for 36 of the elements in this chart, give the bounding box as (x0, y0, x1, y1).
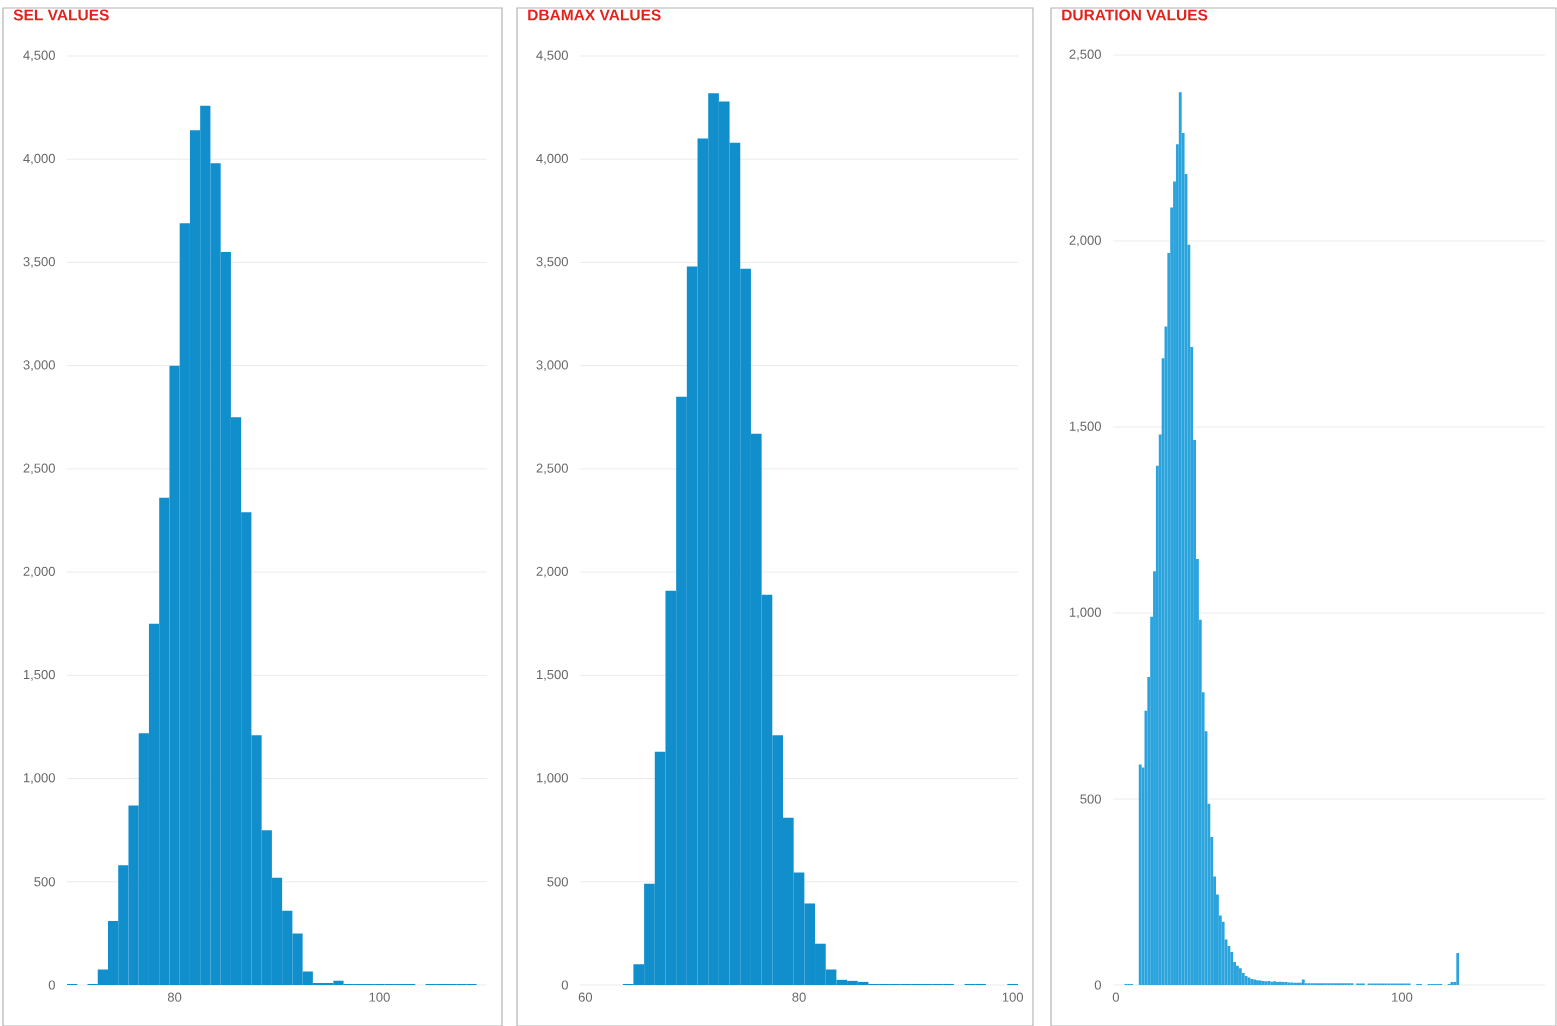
y-tick-label: 3,000 (536, 360, 568, 372)
y-tick-label: 1,000 (536, 773, 568, 784)
chart-title: DURATION VALUES (1062, 9, 1208, 21)
y-tick-label: 1,000 (1069, 607, 1101, 619)
y-tick-label: 1,500 (1069, 421, 1101, 433)
y-tick-label: 3,500 (23, 257, 55, 268)
y-tick-label: 3,500 (536, 257, 568, 268)
y-tick-label: 1,000 (23, 773, 55, 784)
y-tick-label: 500 (1080, 794, 1101, 804)
x-tick-label: 0 (1112, 992, 1119, 1002)
y-tick-label: 0 (561, 980, 568, 990)
y-tick-label: 0 (1094, 980, 1101, 990)
x-tick-label: 80 (167, 992, 182, 1002)
y-tick-label: 4,000 (536, 153, 568, 165)
y-tick-label: 2,000 (1069, 235, 1101, 247)
y-tick-label: 500 (547, 877, 568, 887)
y-tick-label: 2,500 (536, 463, 568, 475)
y-tick-label: 3,000 (23, 360, 55, 372)
x-tick-label: 100 (1392, 992, 1413, 1002)
y-tick-label: 2,500 (1069, 49, 1101, 61)
x-tick-label: 60 (578, 992, 593, 1002)
x-tick-label: 100 (1002, 992, 1024, 1002)
y-tick-label: 2,000 (23, 566, 55, 578)
y-tick-label: 4,000 (23, 153, 55, 165)
y-tick-label: 2,000 (536, 566, 568, 578)
chart-title: SEL VALUES (13, 9, 109, 21)
y-tick-label: 4,500 (536, 50, 568, 62)
chart-title: DBAMAX VALUES (528, 9, 661, 21)
y-tick-label: 1,500 (536, 669, 568, 681)
x-tick-label: 100 (369, 992, 390, 1002)
y-tick-label: 500 (34, 877, 55, 887)
x-tick-label: 80 (792, 992, 806, 1002)
y-tick-label: 0 (48, 980, 55, 990)
y-tick-label: 2,500 (23, 463, 55, 475)
y-tick-label: 4,500 (23, 50, 55, 62)
y-tick-label: 1,500 (23, 669, 55, 681)
